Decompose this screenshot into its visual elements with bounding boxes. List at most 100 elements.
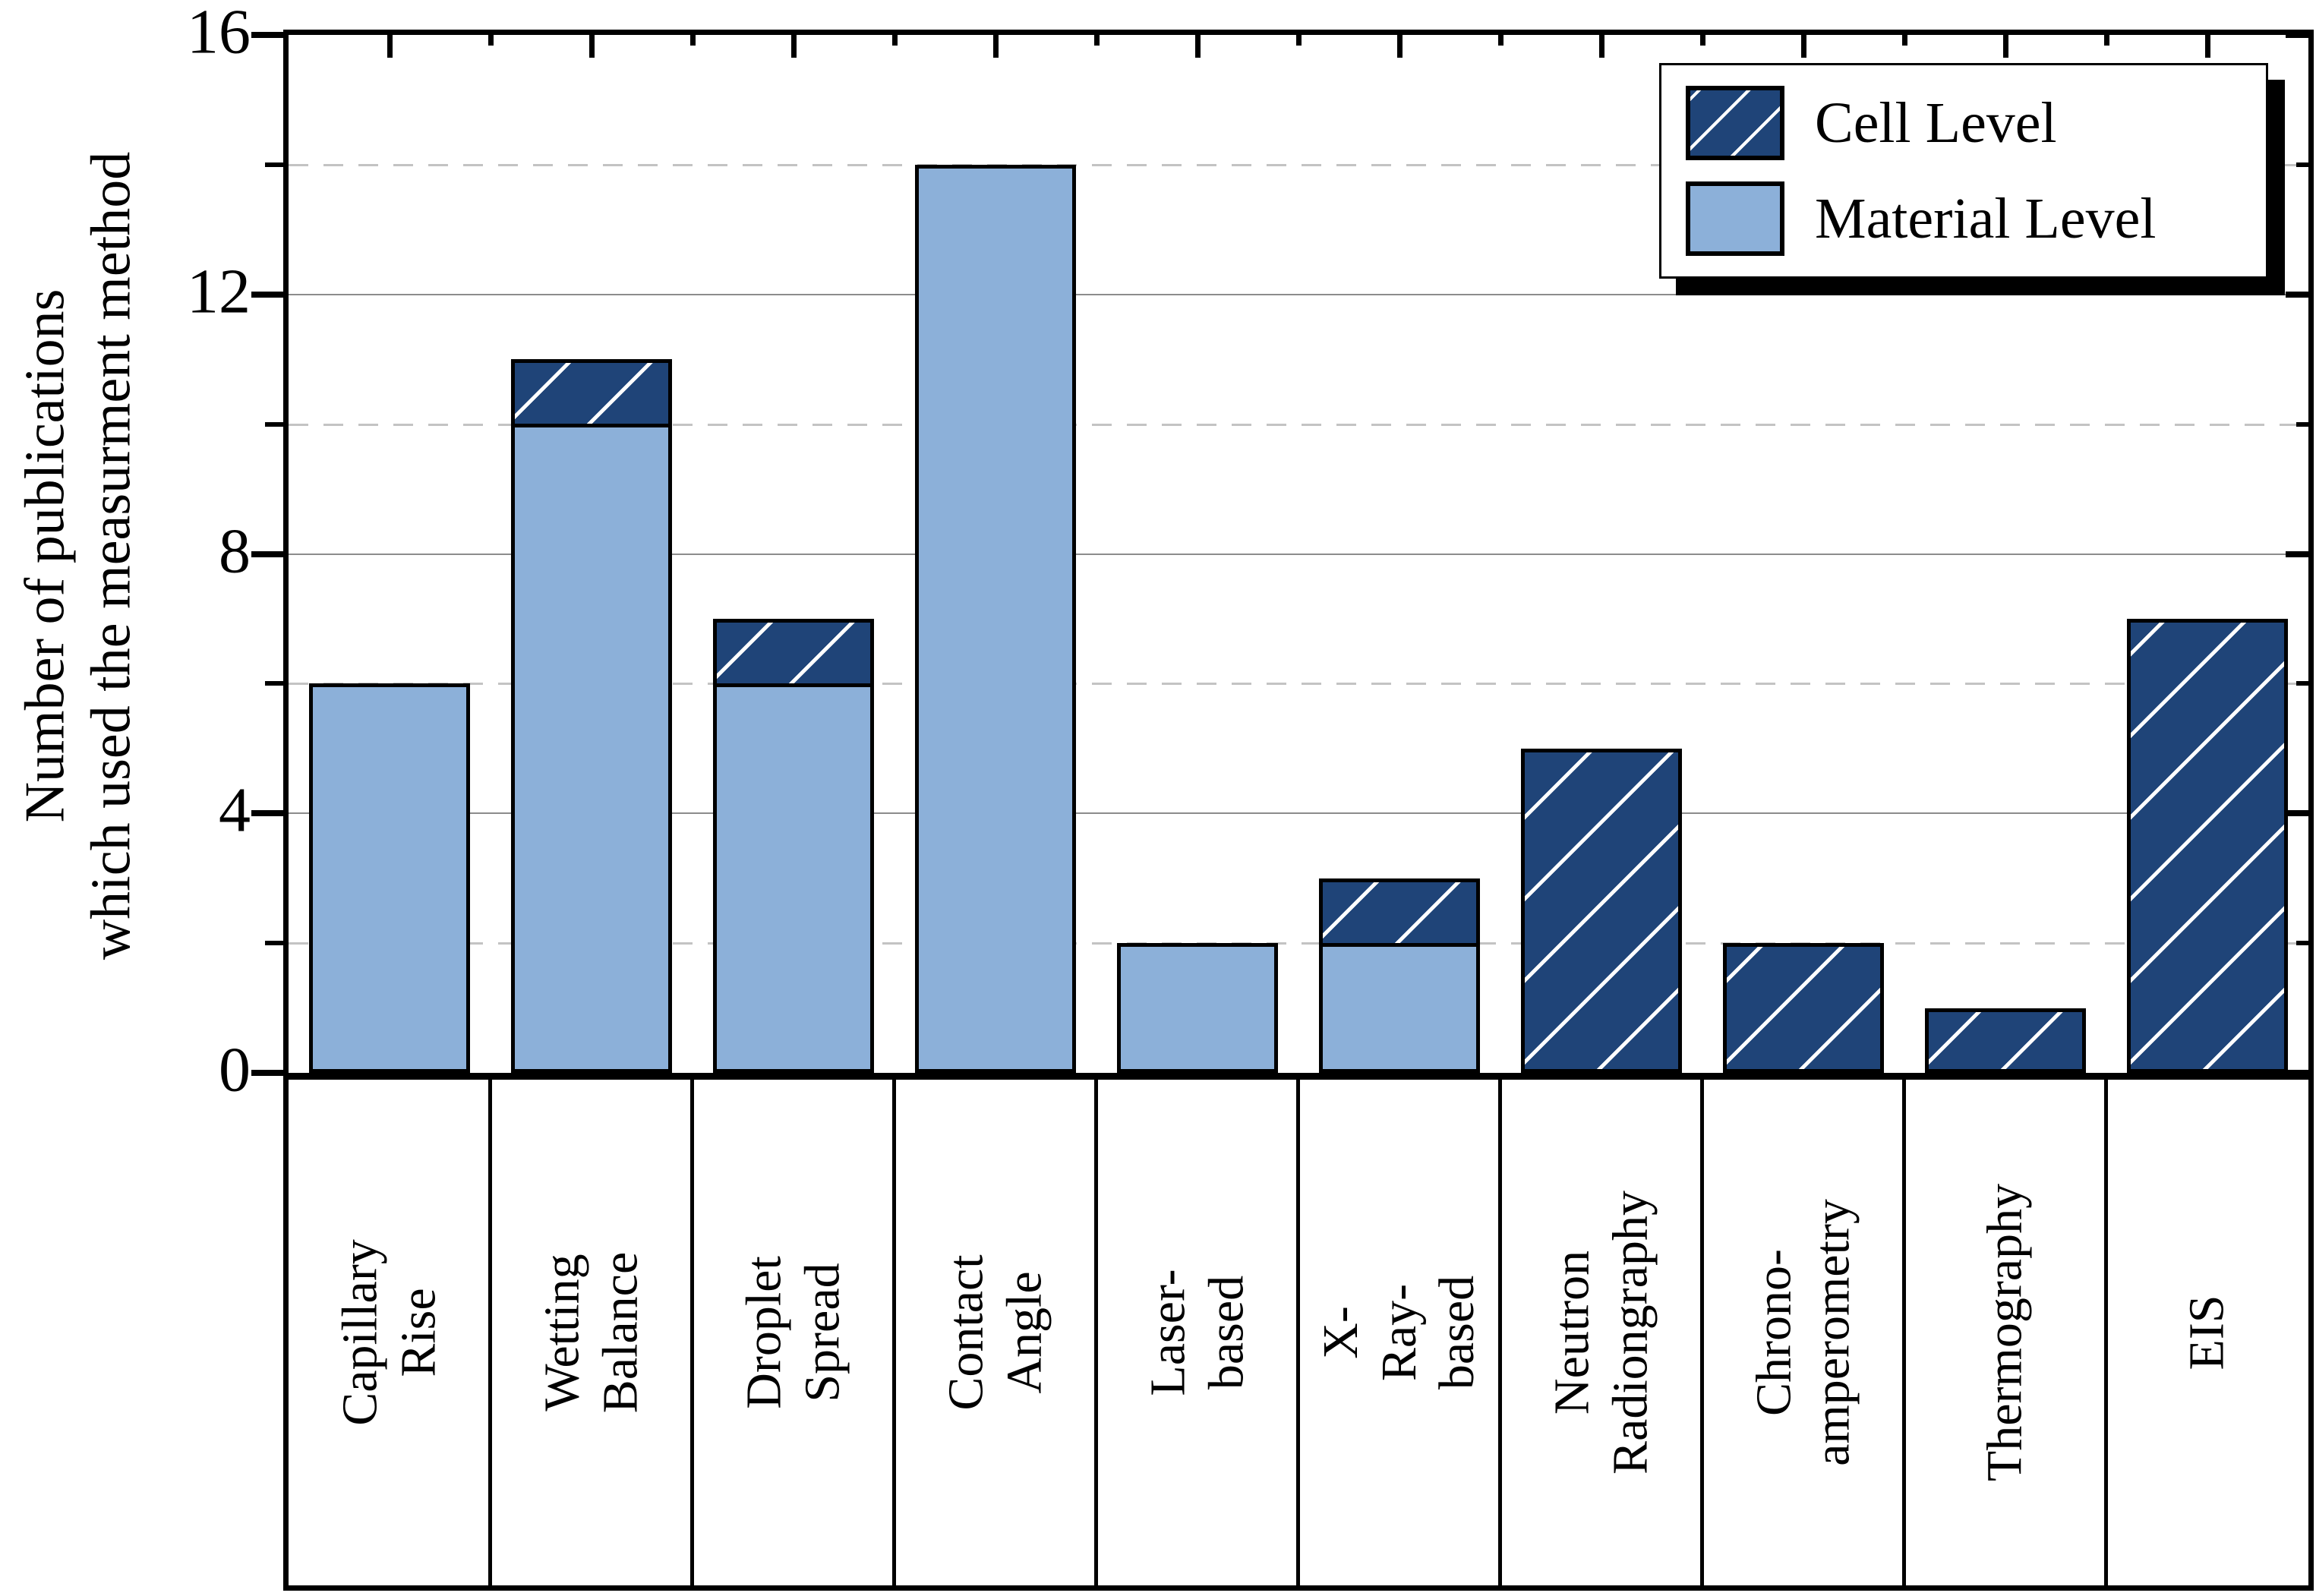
xlabel-cell-wetting-balance: Wetting Balance [491,1080,693,1585]
gridline-major-4 [289,812,2308,814]
xtick-top-boundary [690,35,696,46]
xtick-top-center-laser-based [1195,35,1201,58]
axis-left [283,30,289,1080]
xlabel-cell-contact-angle: Contact Angle [895,1080,1096,1585]
xlabel-eis: EIS [2179,1295,2235,1370]
xlabel-neutron-radiongraphy: Neutron Radiongraphy [1544,1191,1658,1475]
xtick-top-center-wetting-balance [589,35,595,58]
xlabel-cell-droplet-spread: Droplet Spread [693,1080,895,1585]
ytick-minor-left-10 [265,422,283,427]
xtick-top-center-capillary-rise [387,35,393,58]
xtick-top-boundary [488,35,494,46]
ytick-minor-left-6 [265,681,283,686]
bar-eis [2127,619,2288,1073]
xlabel-thermography: Thermography [1977,1183,2033,1482]
xtick-top-boundary [1296,35,1302,46]
xlabel-chrono-amperometry: Chrono- amperometry [1746,1199,1860,1466]
xlabel-cell-neutron-radiongraphy: Neutron Radiongraphy [1500,1080,1702,1585]
bar-segment-cell-level-droplet-spread [717,623,870,687]
bar-chrono-amperometry [1723,943,1884,1073]
gridline-major-12 [289,294,2308,295]
bar-droplet-spread [713,619,874,1073]
ytick-minor-right-2 [2296,941,2308,945]
xlabel-x-ray-based: X-Ray-based [1313,1275,1485,1390]
ytick-minor-left-14 [265,162,283,167]
labelbox-divider [2104,1080,2108,1585]
ytick-major-left-0 [251,1070,283,1076]
ytick-minor-right-6 [2296,681,2308,686]
ytick-major-left-4 [251,810,283,816]
legend-swatch-cell-level [1686,86,1784,161]
xlabel-cell-eis: EIS [2106,1080,2308,1585]
xtick-top-center-contact-angle [993,35,999,58]
ytick-major-right-4 [2286,810,2308,816]
xlabel-cell-laser-based: Laser-based [1096,1080,1298,1585]
bar-laser-based [1117,943,1278,1073]
ytick-major-right-0 [2286,1070,2308,1076]
labelbox-divider [1094,1080,1098,1585]
gridline-minor-6 [289,683,2308,685]
ytick-major-left-8 [251,551,283,557]
axis-right [2308,30,2314,1080]
ytick-major-left-16 [251,32,283,38]
ytick-label-0: 0 [219,1034,251,1106]
ytick-minor-right-14 [2296,162,2308,167]
xlabel-cell-x-ray-based: X-Ray-based [1298,1080,1500,1585]
ytick-major-right-16 [2286,32,2308,38]
legend-swatch-material-level [1686,181,1784,256]
xlabel-capillary-rise: Capillary Rise [332,1239,446,1426]
xlabel-cell-thermography: Thermography [1904,1080,2106,1585]
xlabel-cell-capillary-rise: Capillary Rise [289,1080,491,1585]
legend-label-cell-level: Cell Level [1815,91,2057,156]
bar-segment-cell-level-x-ray-based [1323,882,1476,947]
labelbox-divider [1700,1080,1704,1585]
ytick-minor-right-10 [2296,422,2308,427]
bar-contact-angle [915,165,1076,1073]
ytick-major-right-8 [2286,551,2308,557]
bar-thermography [1925,1008,2086,1073]
ytick-label-12: 12 [187,256,251,327]
xtick-top-center-x-ray-based [1397,35,1403,58]
labelbox-right [2308,1073,2314,1591]
xtick-top-boundary [1498,35,1504,46]
ytick-major-left-12 [251,292,283,298]
legend-entry-cell-level: Cell Level [1686,86,2266,161]
labelbox-divider [488,1080,492,1585]
gridline-minor-14 [289,164,2308,166]
xlabel-droplet-spread: Droplet Spread [736,1256,850,1409]
labelbox-divider [690,1080,694,1585]
xtick-top-center-thermography [2003,35,2008,58]
ytick-label-8: 8 [219,516,251,587]
bar-capillary-rise [309,683,470,1073]
legend: Cell Level Material Level [1659,63,2268,279]
legend-label-material-level: Material Level [1815,186,2157,251]
labelbox-left [283,1073,289,1591]
ytick-major-right-12 [2286,292,2308,298]
bar-segment-cell-level-wetting-balance [515,363,668,427]
xlabel-contact-angle: Contact Angle [938,1254,1052,1411]
xtick-top-center-eis [2205,35,2210,58]
labelbox-divider [892,1080,896,1585]
xtick-top-boundary [1094,35,1100,46]
xtick-top-boundary [1700,35,1705,46]
gridline-minor-10 [289,424,2308,426]
bar-neutron-radiongraphy [1521,749,1682,1073]
xtick-top-center-droplet-spread [791,35,797,58]
labelbox-divider [1296,1080,1300,1585]
axis-top [283,30,2314,35]
ytick-minor-left-2 [265,941,283,945]
xtick-top-boundary [892,35,898,46]
xlabel-laser-based: Laser-based [1140,1269,1254,1396]
gridline-minor-2 [289,942,2308,945]
bar-x-ray-based [1319,878,1480,1073]
xlabel-cell-chrono-amperometry: Chrono- amperometry [1702,1080,1904,1585]
xtick-top-boundary [1902,35,1907,46]
xtick-top-center-neutron-radiongraphy [1599,35,1604,58]
ytick-label-4: 4 [219,774,251,846]
ytick-label-16: 16 [187,0,251,68]
bar-wetting-balance [511,359,672,1073]
xtick-top-boundary [2104,35,2109,46]
legend-entry-material-level: Material Level [1686,181,2266,256]
xlabel-wetting-balance: Wetting Balance [534,1251,648,1414]
